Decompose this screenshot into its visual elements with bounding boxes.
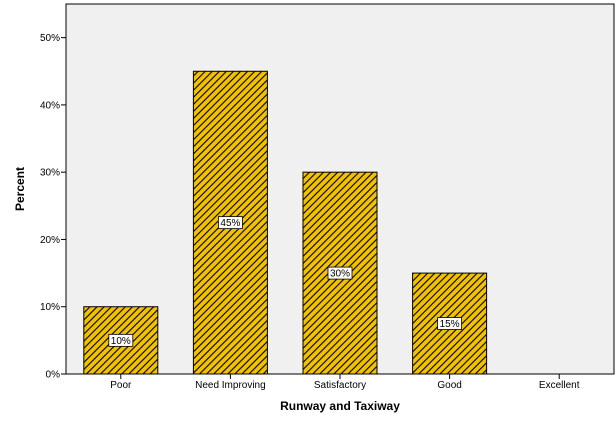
x-tick-label: Satisfactory: [314, 380, 366, 391]
y-axis-title: Percent: [13, 167, 27, 211]
data-label-box: [108, 333, 134, 347]
data-label: 30%: [330, 269, 350, 280]
y-tick-label: 50%: [40, 33, 60, 44]
y-tick-label: 40%: [40, 100, 60, 111]
data-label-box: [327, 266, 353, 280]
x-tick-label: Excellent: [539, 380, 580, 391]
x-tick-label: Need Improving: [195, 380, 266, 391]
y-tick-label: 0%: [46, 370, 61, 381]
y-tick-label: 10%: [40, 302, 60, 313]
data-label: 10%: [111, 336, 131, 347]
data-label-box: [217, 216, 243, 230]
y-tick-label: 20%: [40, 235, 60, 246]
data-label: 15%: [440, 319, 460, 330]
x-axis-title: Runway and Taxiway: [280, 399, 400, 413]
y-tick-label: 30%: [40, 168, 60, 179]
x-tick-label: Good: [437, 380, 461, 391]
data-label-box: [437, 317, 463, 330]
x-tick-label: Poor: [110, 380, 132, 391]
data-label: 45%: [220, 218, 240, 229]
